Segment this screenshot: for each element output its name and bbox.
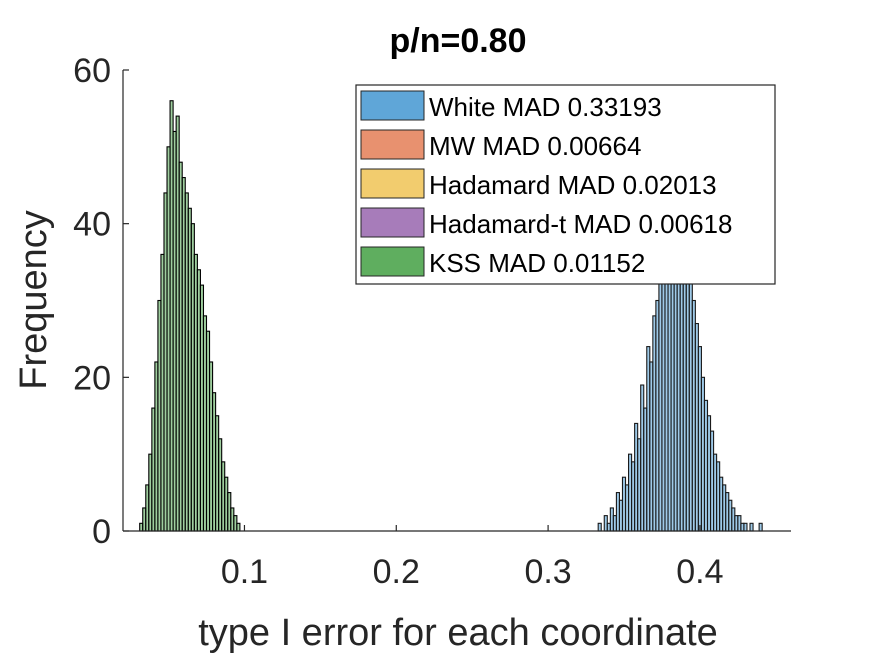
y-axis-label: Frequency [13,210,55,390]
legend-swatch-1 [360,129,425,160]
x-tick-label-1: 0.2 [373,553,420,591]
bar-series0-50 [749,522,754,532]
y-tick-label-0: 0 [92,513,111,551]
legend-label-1: MW MAD 0.00664 [429,131,641,161]
legend-swatch-0 [360,90,425,121]
axes-layer: 0.1 0.2 0.3 0.4 0 20 40 60 [73,52,791,591]
legend: White MAD 0.33193 MW MAD 0.00664 Hadamard … [355,84,776,285]
bar-series0-53 [758,522,763,532]
legend-box [355,84,776,285]
x-tick-label-0: 0.1 [221,553,268,591]
legend-swatch-3 [360,207,425,238]
legend-label-3: Hadamard-t MAD 0.00618 [429,209,732,239]
legend-swatch-2 [360,168,425,199]
bar-series0-48 [743,522,748,532]
x-tick-label-3: 0.4 [676,553,723,591]
bar-series4-32 [236,522,241,532]
bar-series0-0 [597,522,602,532]
y-tick-label-2: 40 [73,206,111,244]
chart-title: p/n=0.80 [389,22,526,60]
legend-label-4: KSS MAD 0.01152 [429,248,645,278]
legend-label-0: White MAD 0.33193 [429,92,662,122]
legend-swatch-4 [360,246,425,277]
x-axis-label: type I error for each coordinate [198,612,718,654]
x-tick-label-2: 0.3 [524,553,571,591]
y-tick-label-1: 20 [73,359,111,397]
y-tick-label-3: 60 [73,52,111,90]
legend-label-2: Hadamard MAD 0.02013 [429,170,717,200]
